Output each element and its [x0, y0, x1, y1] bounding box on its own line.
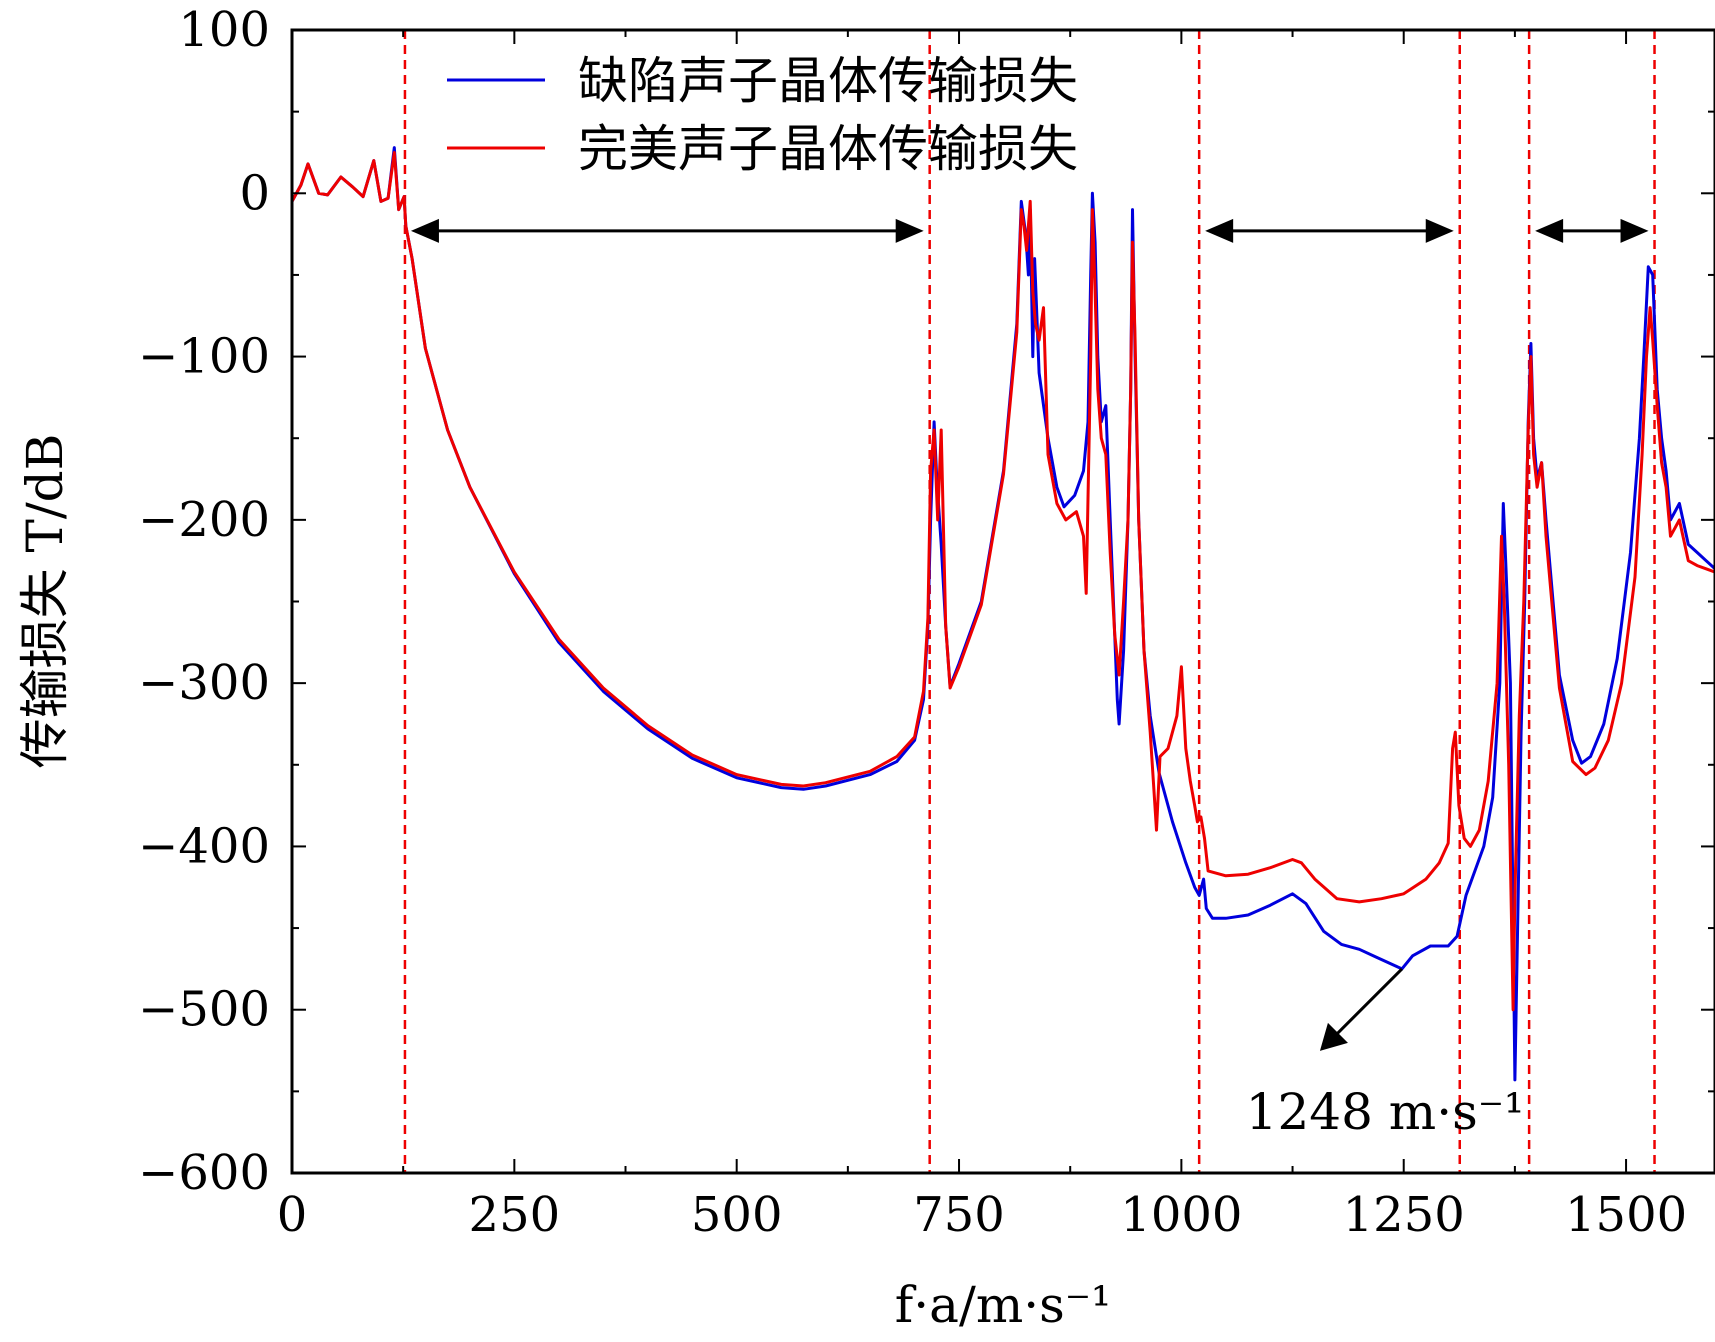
x-tick-label: 1250	[1343, 1187, 1465, 1243]
x-tick-label: 0	[277, 1187, 308, 1243]
y-tick-label: −100	[138, 329, 270, 385]
x-tick-label: 1000	[1120, 1187, 1242, 1243]
x-tick-label: 500	[691, 1187, 783, 1243]
band-gap-arrow-head-right	[1425, 218, 1454, 243]
legend-label: 缺陷声子晶体传输损失	[578, 52, 1078, 110]
x-tick-label: 1500	[1565, 1187, 1687, 1243]
y-tick-label: −300	[138, 655, 270, 711]
x-tick-label: 250	[469, 1187, 561, 1243]
y-tick-label: −200	[138, 492, 270, 548]
x-tick-label: 750	[913, 1187, 1005, 1243]
y-tick-label: −400	[138, 818, 270, 874]
band-gap-arrow-head-left	[1535, 218, 1564, 243]
y-axis-title: 传输损失 T/dB	[16, 434, 74, 769]
band-gap-arrow-head-left	[410, 218, 439, 243]
perfect-series-line	[292, 151, 1715, 1012]
band-gap-arrow-head-left	[1205, 218, 1234, 243]
y-tick-label: 0	[239, 165, 270, 221]
band-gap-arrow-head-right	[895, 218, 924, 243]
y-tick-label: −500	[138, 982, 270, 1038]
y-tick-label: 100	[178, 2, 270, 58]
annotation-arrow-head	[1319, 1022, 1348, 1051]
band-gap-arrow-head-right	[1620, 218, 1649, 243]
x-axis-title: f·a/m·s⁻¹	[895, 1276, 1111, 1334]
defect-series-line	[292, 146, 1715, 1082]
legend-label: 完美声子晶体传输损失	[578, 120, 1078, 178]
annotation-label: 1248 m·s⁻¹	[1246, 1083, 1525, 1141]
annotation-arrow-shaft	[1332, 967, 1404, 1038]
annotation: 1248 m·s⁻¹	[1246, 967, 1525, 1141]
y-tick-label: −600	[138, 1145, 270, 1201]
